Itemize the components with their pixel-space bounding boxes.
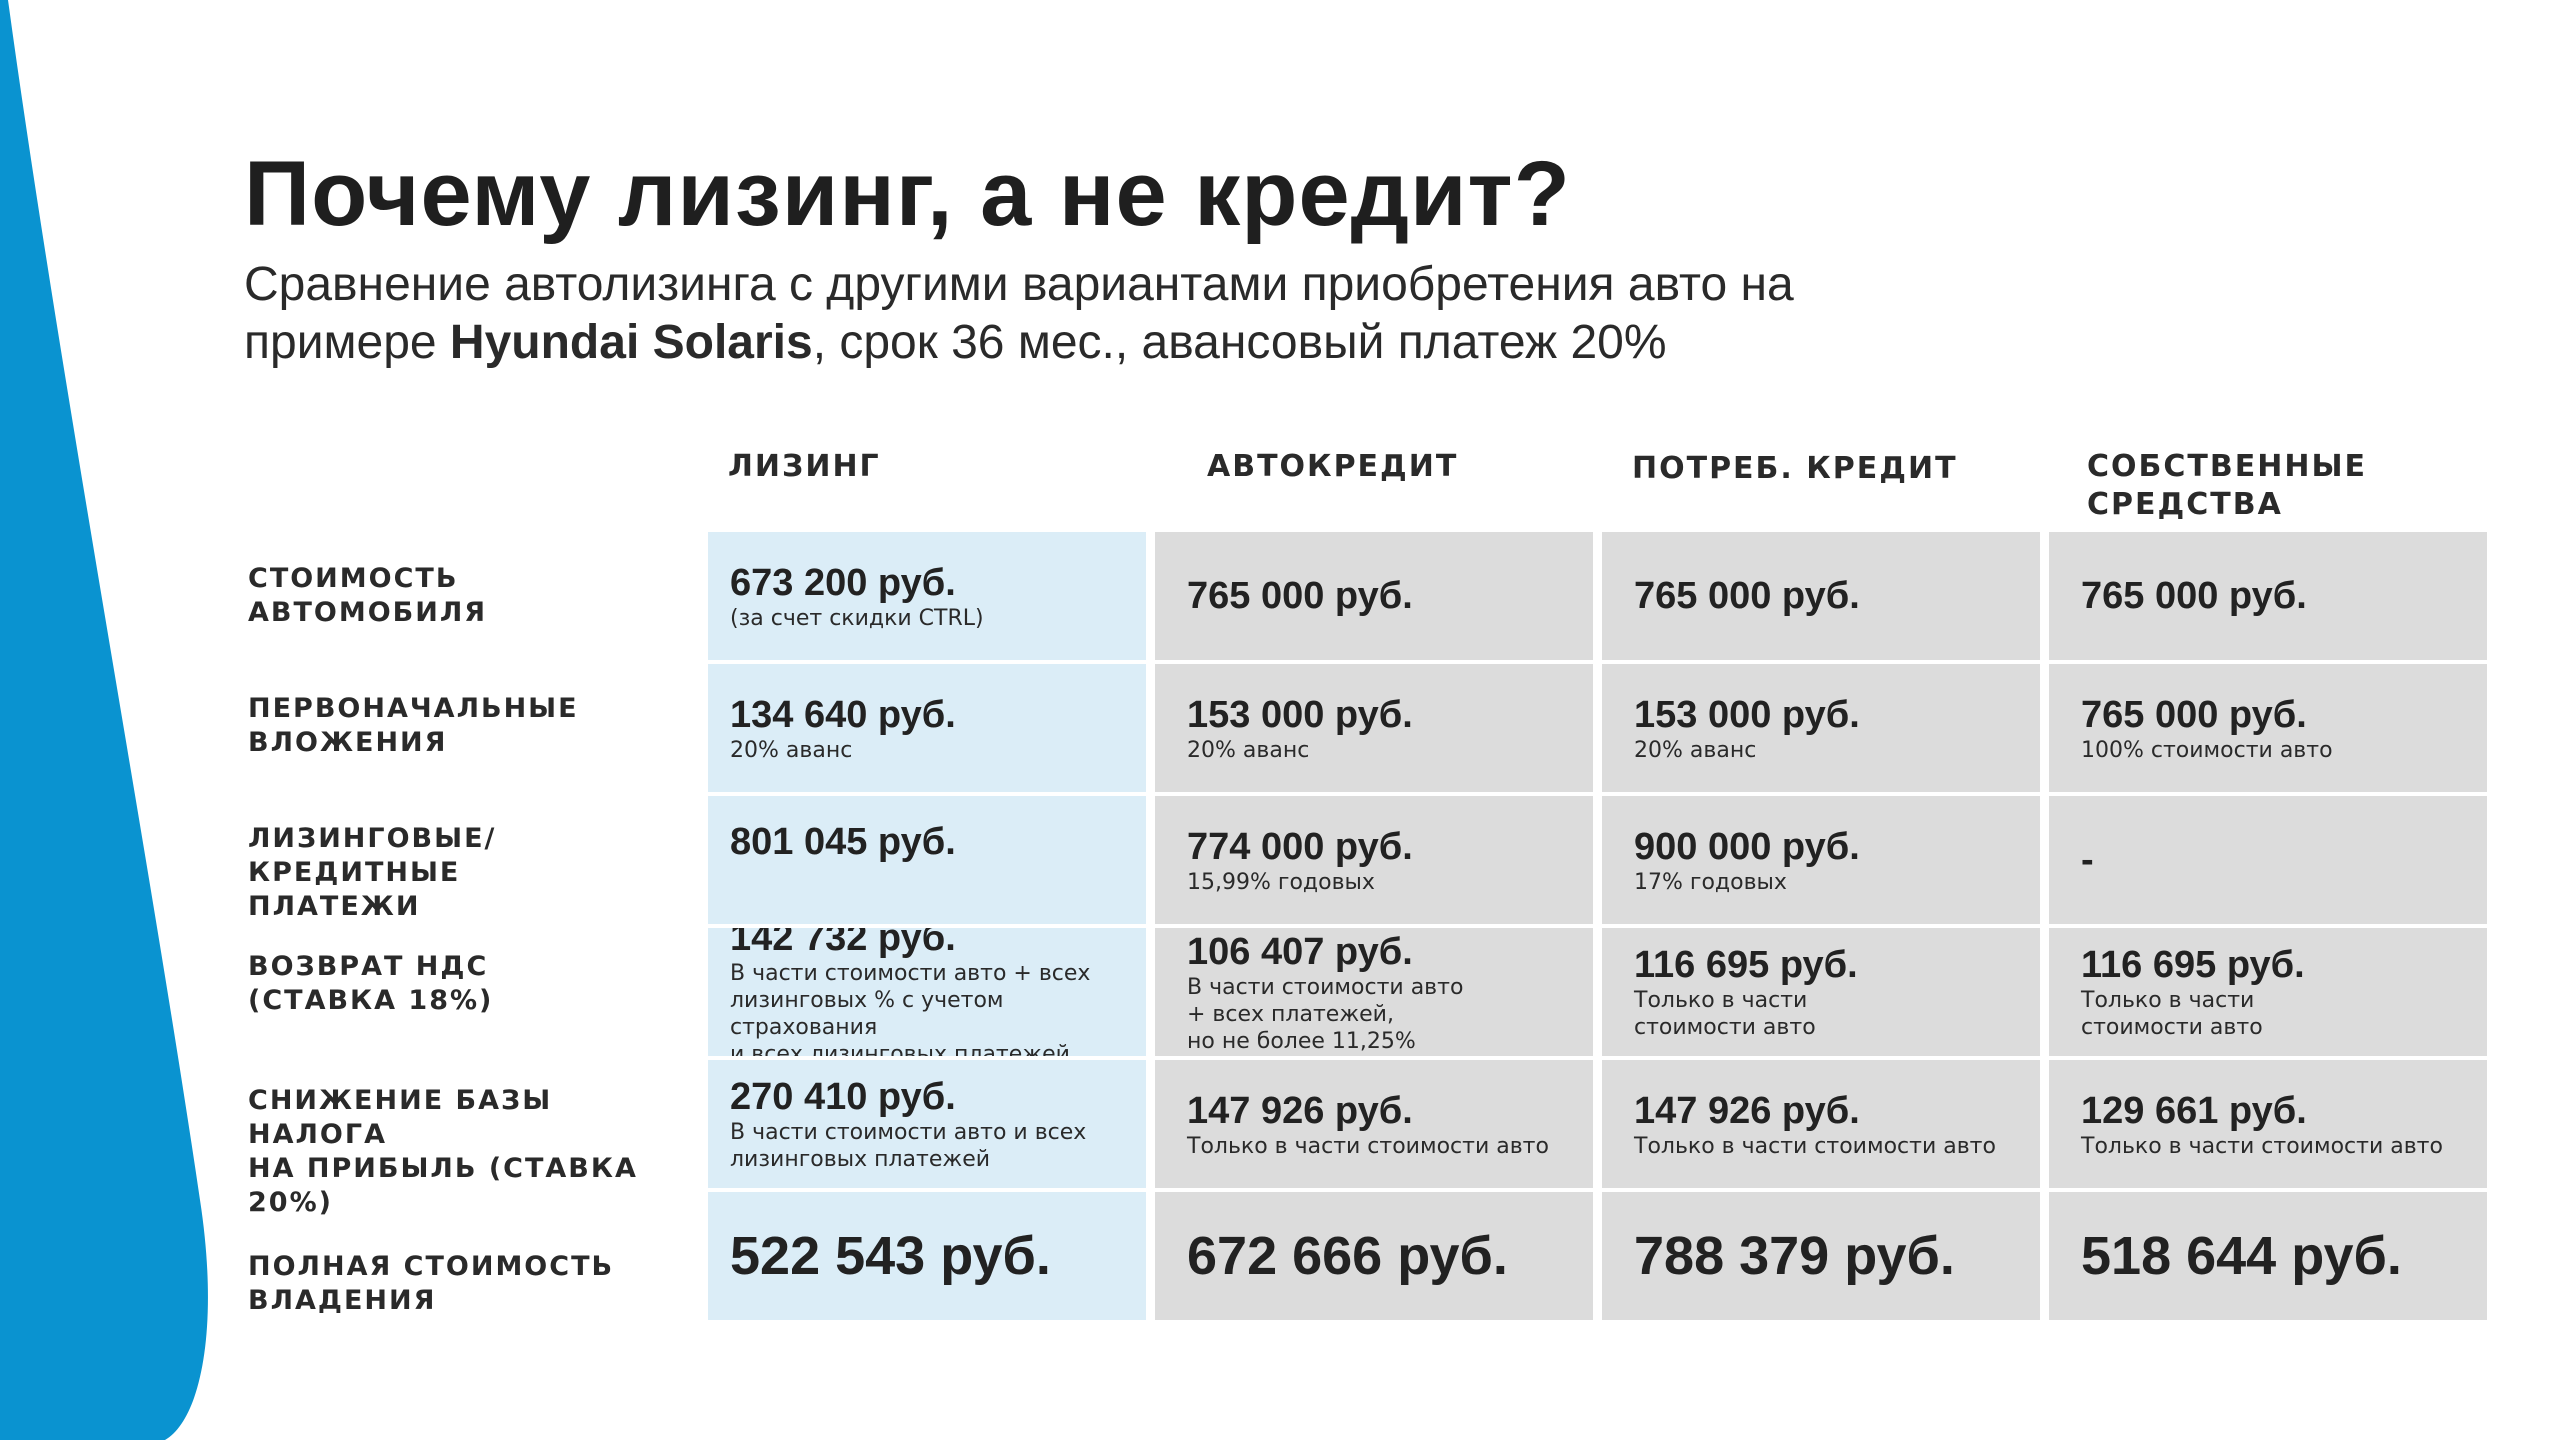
cell-note: В части стоимости авто + всех лизинговых…: [730, 961, 1091, 1056]
cell-total-car-loan: 672 666 руб.: [1155, 1192, 1593, 1320]
cell-car-cost-consumer-loan: 765 000 руб.: [1602, 532, 2040, 660]
cell-initial-car-loan: 153 000 руб. 20% аванс: [1155, 664, 1593, 792]
cell-total-consumer-loan: 788 379 руб.: [1602, 1192, 2040, 1320]
cell-note: Только в части стоимости авто: [2081, 988, 2263, 1040]
row-header-car-cost: СТОИМОСТЬ АВТОМОБИЛЯ: [248, 563, 488, 628]
subtitle-model: Hyundai Solaris: [449, 316, 813, 369]
cell-vat-car-loan: 106 407 руб. В части стоимости авто + вс…: [1155, 928, 1593, 1056]
cell-value: 153 000 руб.: [1634, 693, 1860, 736]
cell-total-leasing: 522 543 руб.: [708, 1192, 1146, 1320]
cell-value: 801 045 руб.: [730, 821, 956, 863]
cell-value: 900 000 руб.: [1634, 825, 1860, 868]
cell-value: 672 666 руб.: [1187, 1226, 1508, 1286]
cell-payments-consumer-loan: 900 000 руб. 17% годовых: [1602, 796, 2040, 924]
subtitle-text: Сравнение автолизинга с другими варианта…: [244, 258, 1794, 369]
cell-value: 153 000 руб.: [1187, 693, 1413, 736]
cell-payments-own-funds: -: [2049, 796, 2487, 924]
cell-value: 765 000 руб.: [1634, 575, 1860, 617]
cell-note: 20% аванс: [1187, 737, 1310, 763]
cell-value: 673 200 руб.: [730, 561, 956, 604]
column-header-own-funds: СОБСТВЕННЫЕ СРЕДСТВА: [2087, 449, 2368, 522]
cell-note: (за счет скидки CTRL): [730, 605, 984, 631]
cell-note: Только в части стоимости авто: [1634, 1133, 1996, 1159]
cell-value: 129 661 руб.: [2081, 1089, 2307, 1132]
cell-value: 788 379 руб.: [1634, 1226, 1955, 1286]
page-subtitle: Сравнение автолизинга с другими варианта…: [244, 256, 1804, 372]
cell-value: 116 695 руб.: [1634, 944, 1858, 986]
cell-value: -: [2081, 839, 2094, 881]
cell-value: 765 000 руб.: [2081, 693, 2307, 736]
cell-note: 15,99% годовых: [1187, 869, 1375, 895]
page-title: Почему лизинг, а не кредит?: [244, 143, 1571, 245]
cell-tax-base-leasing: 270 410 руб. В части стоимости авто и вс…: [708, 1060, 1146, 1188]
cell-note: 17% годовых: [1634, 869, 1787, 895]
cell-note: Только в части стоимости авто: [1634, 988, 1816, 1040]
cell-tax-base-consumer-loan: 147 926 руб. Только в части стоимости ав…: [1602, 1060, 2040, 1188]
cell-value: 765 000 руб.: [1187, 575, 1413, 617]
row-header-payments: ЛИЗИНГОВЫЕ/КРЕДИТНЫЕ ПЛАТЕЖИ: [248, 823, 497, 922]
cell-note: 20% аванс: [730, 737, 853, 763]
cell-car-cost-car-loan: 765 000 руб.: [1155, 532, 1593, 660]
cell-value: 134 640 руб.: [730, 693, 956, 736]
row-header-vat-refund: ВОЗВРАТ НДС (СТАВКА 18%): [248, 951, 494, 1016]
cell-note: В части стоимости авто + всех платежей, …: [1187, 974, 1464, 1054]
cell-value: 270 410 руб.: [730, 1076, 956, 1118]
cell-car-cost-own-funds: 765 000 руб.: [2049, 532, 2487, 660]
cell-value: 142 732 руб.: [730, 928, 956, 959]
cell-vat-consumer-loan: 116 695 руб. Только в части стоимости ав…: [1602, 928, 2040, 1056]
column-header-consumer-loan: ПОТРЕБ. КРЕДИТ: [1632, 451, 1958, 486]
cell-car-cost-leasing: 673 200 руб. (за счет скидки CTRL): [708, 532, 1146, 660]
column-header-car-loan: АВТОКРЕДИТ: [1207, 449, 1459, 484]
blue-accent-shape: [0, 0, 208, 1440]
column-header-leasing: ЛИЗИНГ: [728, 449, 881, 484]
cell-value: 765 000 руб.: [2081, 575, 2307, 617]
cell-note: 100% стоимости авто: [2081, 737, 2333, 763]
cell-value: 147 926 руб.: [1187, 1089, 1413, 1132]
cell-initial-own-funds: 765 000 руб. 100% стоимости авто: [2049, 664, 2487, 792]
cell-vat-own-funds: 116 695 руб. Только в части стоимости ав…: [2049, 928, 2487, 1056]
cell-tax-base-own-funds: 129 661 руб. Только в части стоимости ав…: [2049, 1060, 2487, 1188]
cell-note: В части стоимости авто и всех лизинговых…: [730, 1120, 1087, 1172]
cell-value: 116 695 руб.: [2081, 944, 2305, 986]
cell-value: 774 000 руб.: [1187, 825, 1413, 868]
cell-vat-leasing: 142 732 руб. В части стоимости авто + вс…: [708, 928, 1146, 1056]
subtitle-text-end: , срок 36 мес., авансовый платеж 20%: [812, 316, 1667, 369]
row-header-initial-investment: ПЕРВОНАЧАЛЬНЫЕ ВЛОЖЕНИЯ: [248, 693, 579, 758]
cell-initial-consumer-loan: 153 000 руб. 20% аванс: [1602, 664, 2040, 792]
cell-note: 20% аванс: [1634, 737, 1757, 763]
cell-note: Только в части стоимости авто: [1187, 1133, 1549, 1159]
cell-payments-car-loan: 774 000 руб. 15,99% годовых: [1155, 796, 1593, 924]
cell-value: 522 543 руб.: [730, 1226, 1051, 1286]
cell-note: Только в части стоимости авто: [2081, 1133, 2443, 1159]
cell-total-own-funds: 518 644 руб.: [2049, 1192, 2487, 1320]
row-header-total-cost: ПОЛНАЯ СТОИМОСТЬ ВЛАДЕНИЯ: [248, 1251, 615, 1316]
cell-payments-leasing: 801 045 руб.: [708, 796, 1146, 924]
cell-value: 106 407 руб.: [1187, 930, 1413, 973]
cell-value: 147 926 руб.: [1634, 1089, 1860, 1132]
cell-value: 518 644 руб.: [2081, 1226, 2402, 1286]
cell-initial-leasing: 134 640 руб. 20% аванс: [708, 664, 1146, 792]
cell-tax-base-car-loan: 147 926 руб. Только в части стоимости ав…: [1155, 1060, 1593, 1188]
row-header-tax-base-reduction: СНИЖЕНИЕ БАЗЫ НАЛОГА НА ПРИБЫЛЬ (СТАВКА …: [248, 1085, 638, 1218]
